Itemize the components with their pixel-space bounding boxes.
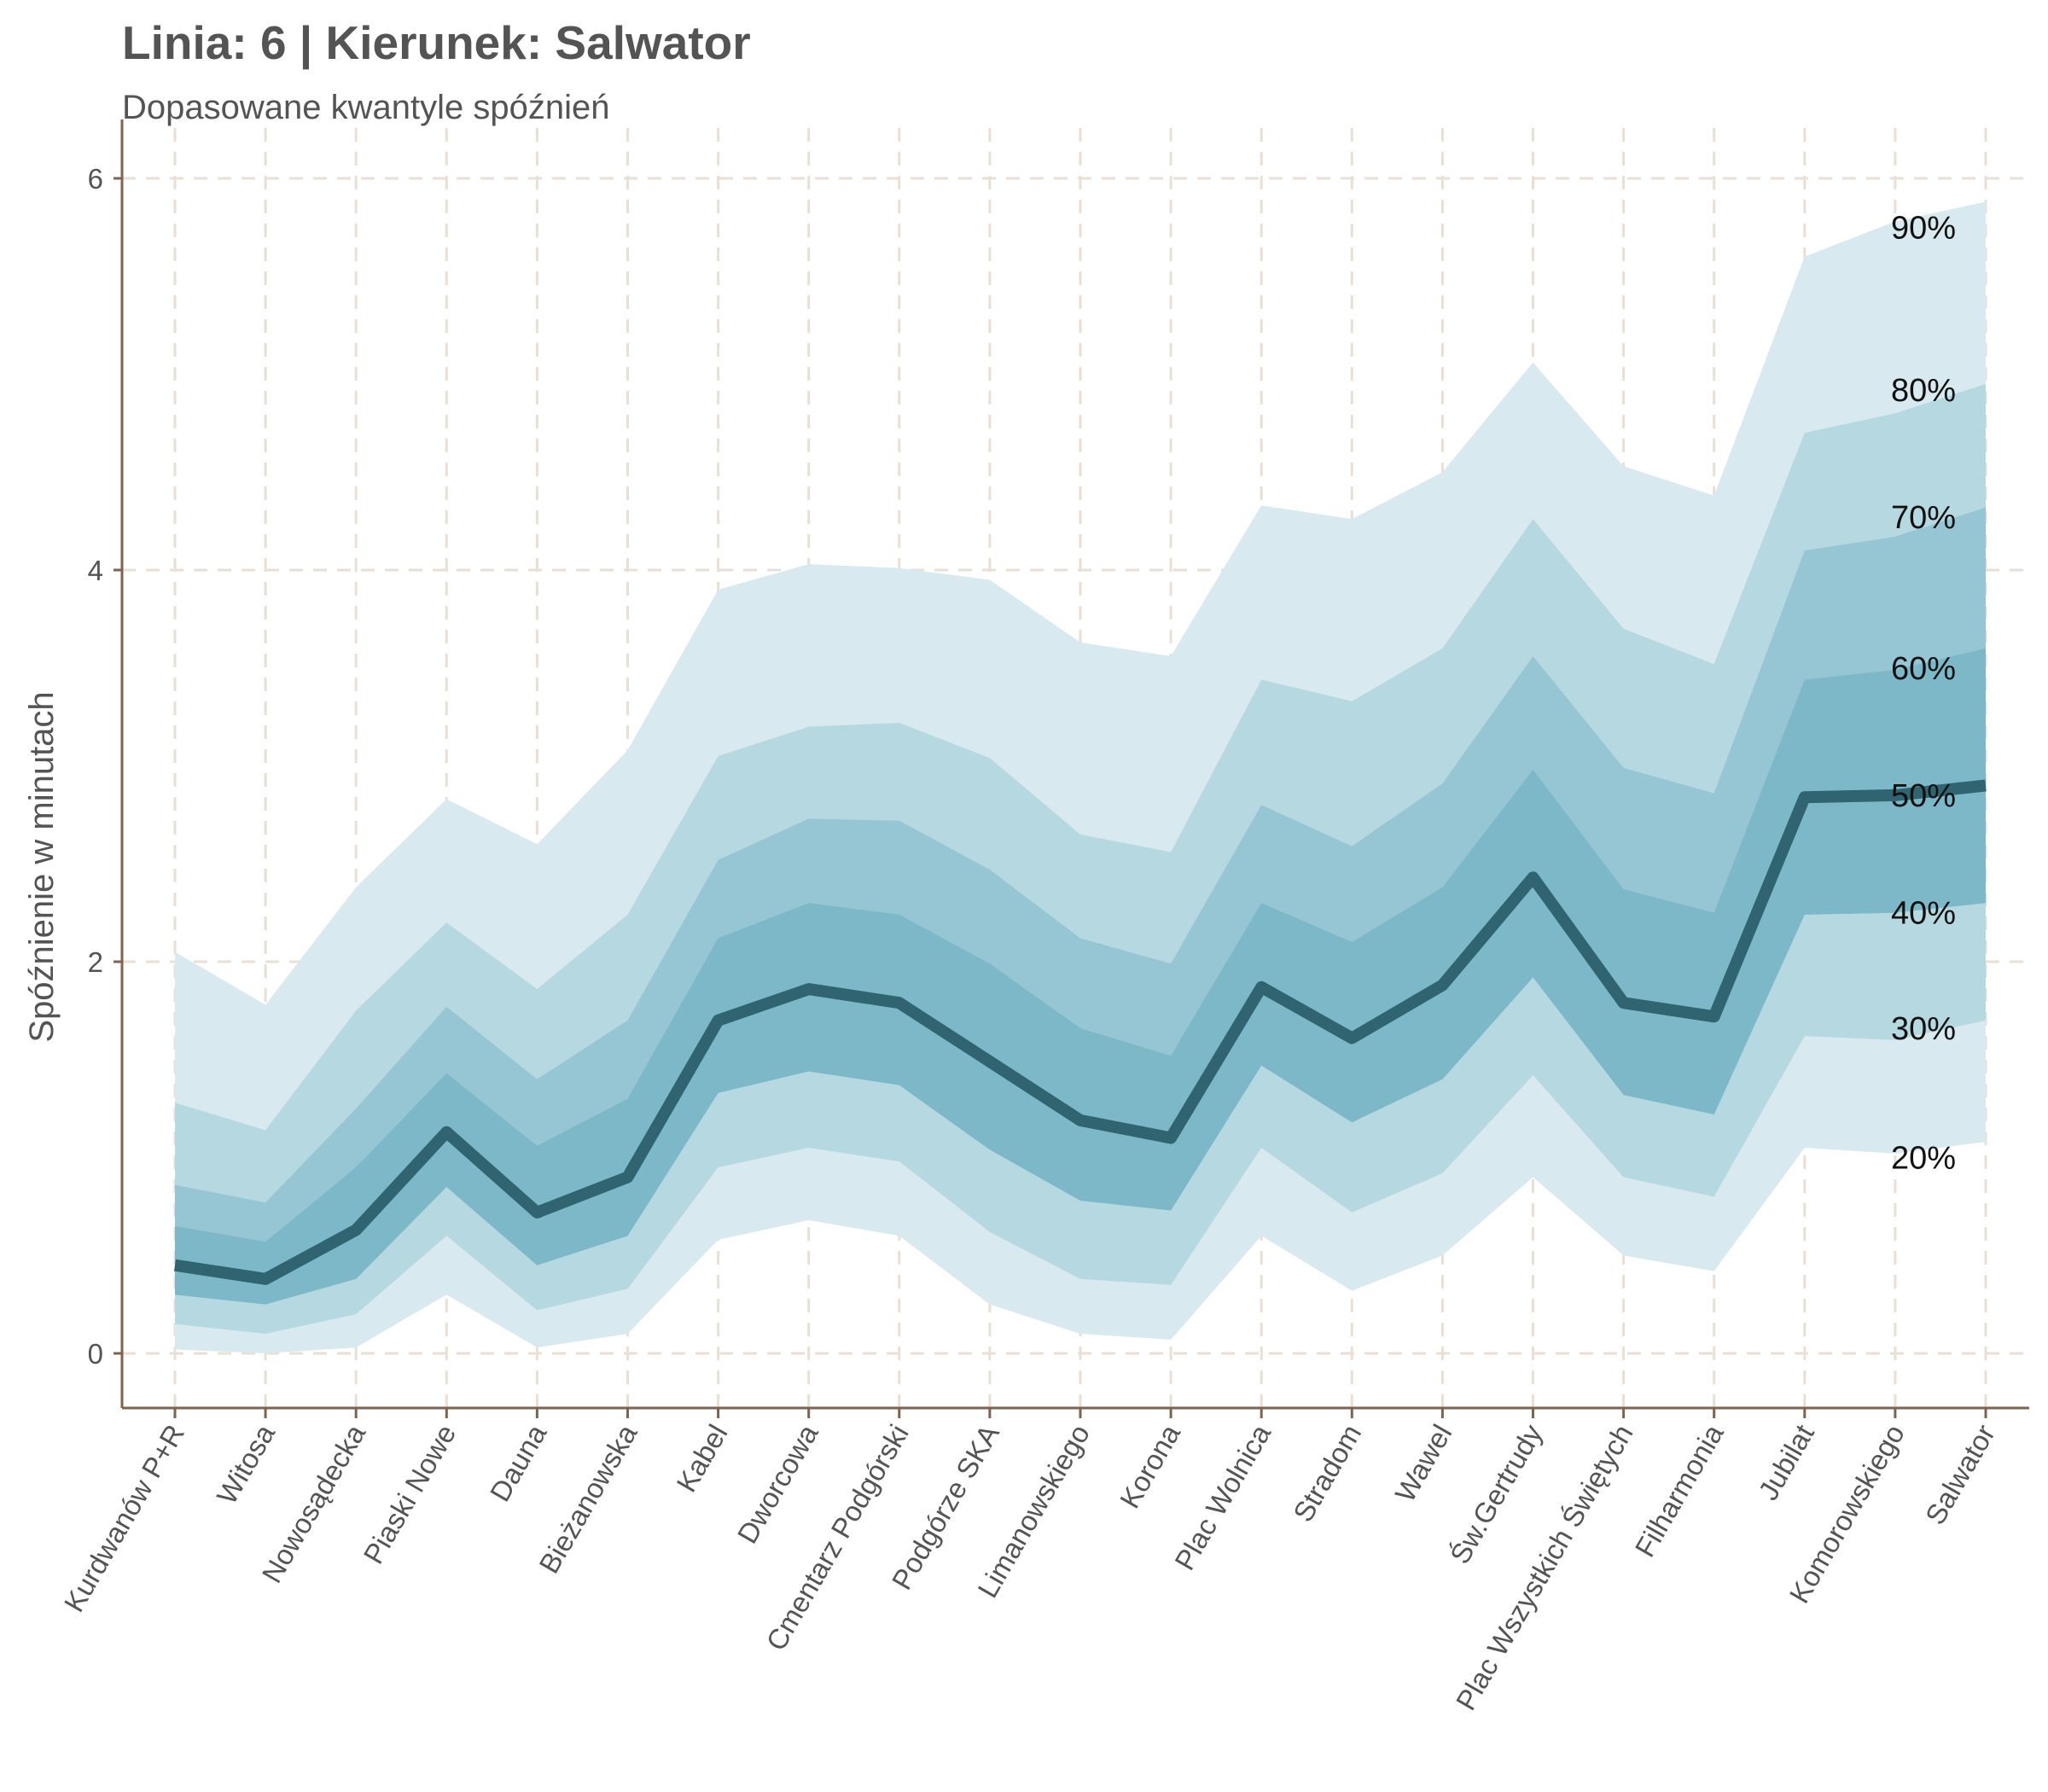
- x-tick-label: Wawel: [1389, 1419, 1458, 1507]
- band-label: 80%: [1891, 373, 1956, 409]
- x-tick-label: Witosa: [211, 1418, 282, 1509]
- axes: [113, 119, 2029, 1418]
- y-axis-title: Spóźnienie w minutach: [23, 691, 61, 1042]
- y-tick-label: 4: [88, 555, 103, 586]
- y-tick-label: 0: [88, 1338, 103, 1370]
- band-labels: 90% 80% 70% 60% 50% 40% 30% 20%: [1891, 210, 1956, 1176]
- x-tick-label: Plac Wszystkich Świętych: [1449, 1419, 1639, 1716]
- x-tick-label: Stradom: [1287, 1419, 1367, 1527]
- quantile-bands: [175, 201, 1986, 1353]
- band-label: 30%: [1891, 1011, 1956, 1047]
- y-tick-label: 2: [88, 946, 103, 978]
- x-tick-label: Salwator: [1919, 1419, 2001, 1530]
- x-tick-label: Dauna: [484, 1418, 553, 1506]
- y-tick-label: 6: [88, 163, 103, 195]
- x-tick-label: Plac Wolnica: [1168, 1418, 1277, 1575]
- x-tick-label: Bieżanowska: [532, 1418, 643, 1578]
- band-label: 70%: [1891, 500, 1956, 536]
- y-tick-labels: 0 2 4 6: [88, 163, 103, 1370]
- x-tick-label: Filharmonia: [1629, 1418, 1731, 1562]
- band-label: 40%: [1891, 896, 1956, 932]
- band-label: 90%: [1891, 210, 1956, 246]
- chart-subtitle: Dopasowane kwantyle spóźnień: [122, 89, 610, 126]
- band-label: 60%: [1891, 651, 1956, 687]
- x-tick-label: Jubilat: [1752, 1419, 1820, 1505]
- band-label: 50%: [1891, 778, 1956, 814]
- chart-title: Linia: 6 | Kierunek: Salwator: [122, 16, 751, 69]
- x-tick-label: Piaski Nowe: [358, 1419, 463, 1569]
- x-tick-label: Korona: [1114, 1418, 1187, 1513]
- median-layer: [173, 779, 1987, 1285]
- x-tick-label: Kurdwanów P+R: [58, 1419, 190, 1617]
- x-tick-label: Św.Gertrudy: [1443, 1418, 1549, 1569]
- median-line: [173, 779, 1987, 1285]
- x-tick-label: Dworcowa: [731, 1418, 824, 1548]
- band-label: 20%: [1891, 1141, 1956, 1177]
- x-tick-label: Kabel: [670, 1419, 733, 1498]
- band-60-area: [175, 648, 1986, 1305]
